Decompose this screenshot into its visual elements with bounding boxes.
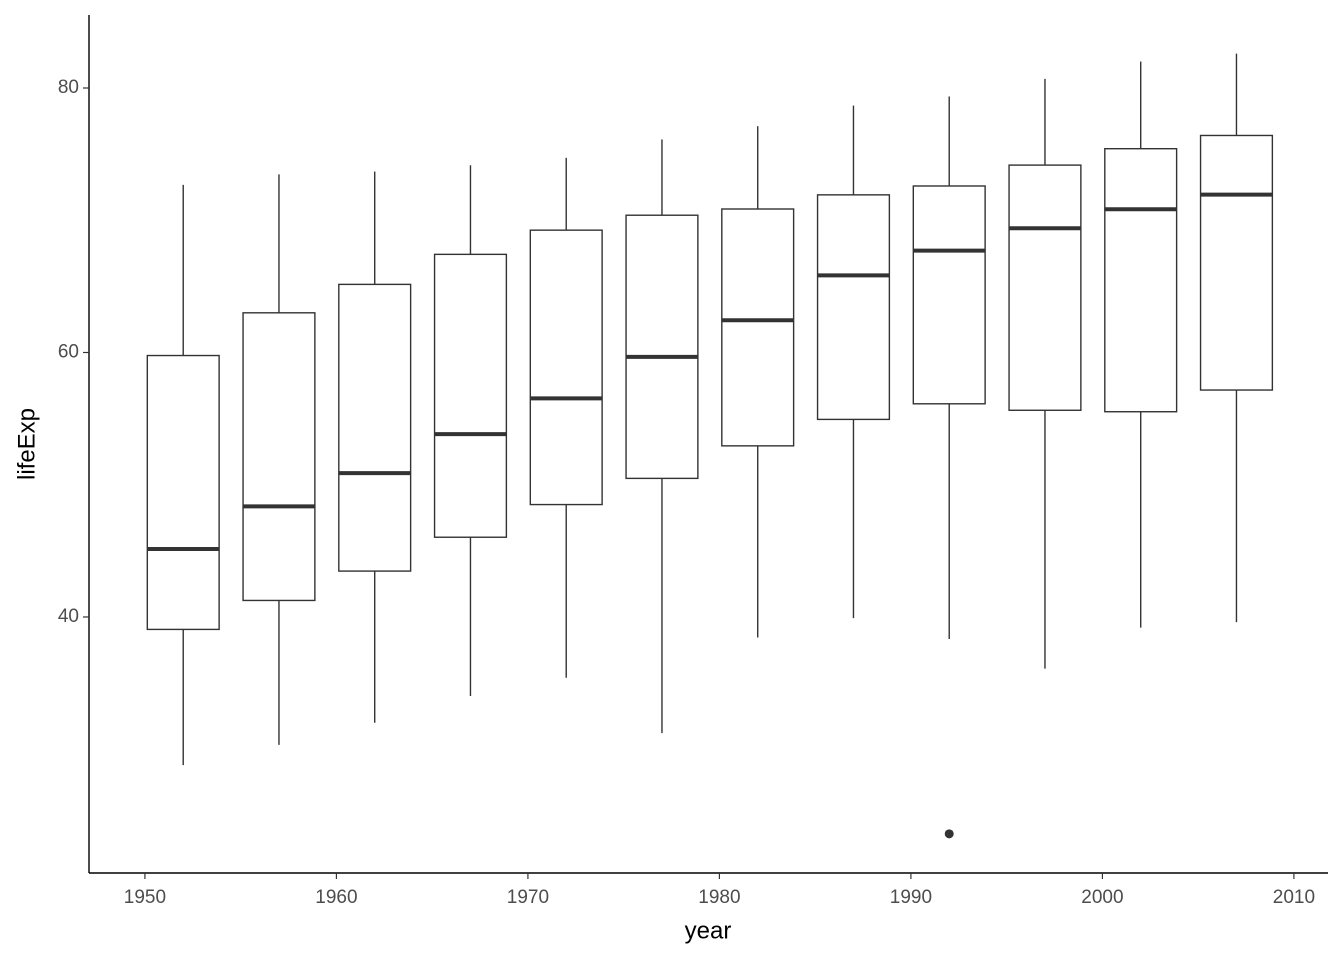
x-tick-label: 2000	[1081, 887, 1123, 908]
box	[146, 354, 220, 631]
box	[242, 312, 316, 602]
x-tick-label: 1980	[698, 887, 740, 908]
box	[912, 185, 986, 405]
y-tick-label: 60	[58, 342, 79, 363]
box	[816, 194, 891, 421]
box	[625, 214, 699, 480]
y-axis-title: lifeExp	[13, 408, 40, 480]
box	[1199, 134, 1274, 391]
x-tick-label: 1990	[890, 887, 932, 908]
outlier	[944, 829, 954, 839]
box	[338, 283, 412, 572]
x-axis-title: year	[685, 917, 732, 944]
x-tick-label: 1960	[315, 887, 357, 908]
box	[721, 208, 795, 447]
box	[433, 253, 508, 538]
x-tick-label: 2010	[1273, 887, 1315, 908]
box	[1104, 147, 1178, 413]
box	[529, 229, 603, 506]
x-tick-label: 1970	[507, 887, 549, 908]
y-tick-label: 40	[58, 606, 79, 627]
x-tick-label: 1950	[124, 887, 166, 908]
box	[1008, 164, 1082, 411]
y-tick-label: 80	[58, 77, 79, 98]
